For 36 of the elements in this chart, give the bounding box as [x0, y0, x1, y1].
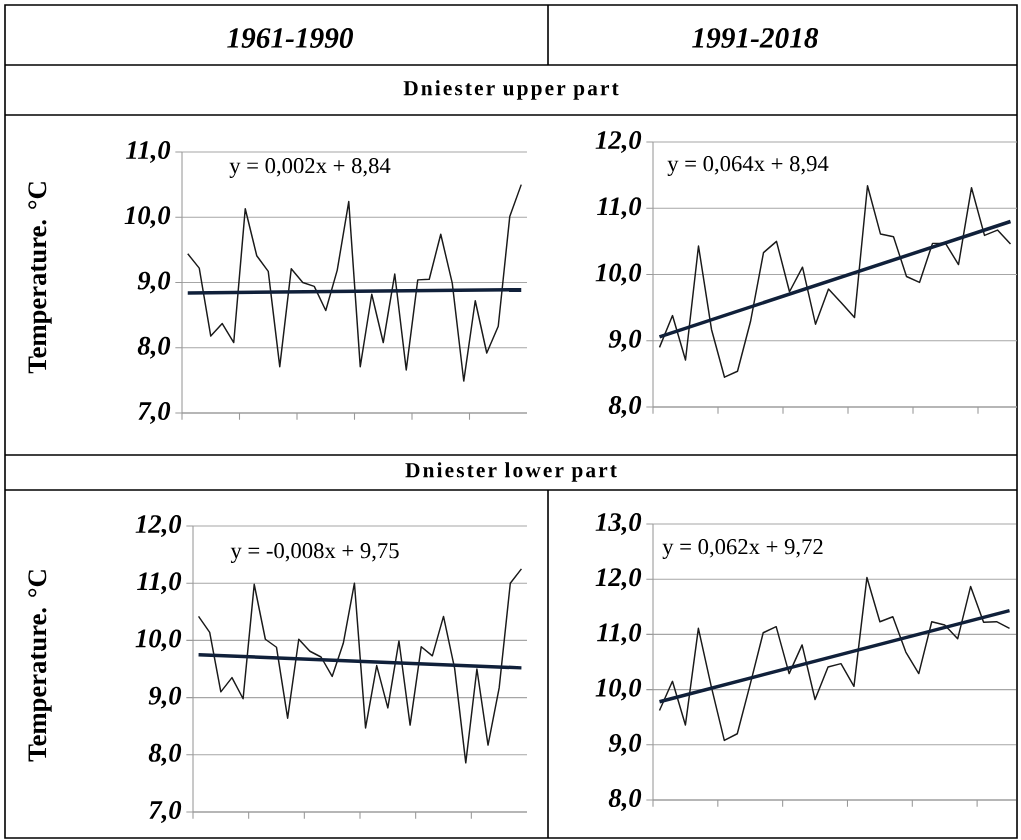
y-tick-label: 9,0 [137, 271, 171, 294]
y-tick-label: 8,0 [137, 336, 171, 359]
y-tick-label: 8,0 [608, 396, 642, 418]
annotation: y = 0,062x + 9,72 [662, 539, 823, 559]
y-tick-label: 8,0 [148, 743, 182, 766]
y-tick-label: 9,0 [608, 329, 642, 352]
line-series [187, 183, 522, 382]
y-tick-label: 9,0 [148, 686, 182, 709]
line-series [197, 568, 523, 764]
y-tick-label: 11,0 [137, 572, 182, 595]
y-tick-label: 11,0 [597, 623, 642, 646]
y-tick-label: 11,0 [126, 141, 171, 163]
y-tick-label: 10,0 [595, 263, 642, 286]
y-tick-label: 12,0 [595, 568, 642, 591]
y-tick-label: 12,0 [135, 515, 182, 537]
y-tick-label: 10,0 [595, 678, 642, 701]
annotation: y = -0,008x + 9,75 [230, 543, 399, 563]
annotation: y = 0,002x + 8,84 [229, 158, 391, 178]
y-tick-label: 8,0 [608, 789, 642, 811]
y-axis-title: Temperature. °C [28, 182, 52, 374]
y-tick-label: 10,0 [124, 206, 171, 229]
chart-title: 1961-1990 [227, 28, 354, 48]
line-series [658, 576, 1011, 742]
y-tick-label: 13,0 [595, 513, 642, 535]
chart-subtitle: Dniester upper part [403, 80, 619, 100]
y-axis-title: Temperature. °C [28, 570, 52, 762]
y-tick-label: 7,0 [138, 402, 171, 424]
y-tick-label: 11,0 [597, 197, 642, 220]
y-tick-label: 10,0 [135, 629, 182, 652]
chart-subtitle: Dniester lower part [405, 462, 617, 482]
y-tick-label: 9,0 [608, 733, 642, 756]
chart-title: 1991-2018 [692, 28, 819, 48]
line-series [658, 184, 1012, 378]
annotation: y = 0,064x + 8,94 [667, 156, 829, 176]
y-tick-label: 12,0 [595, 131, 642, 153]
y-tick-label: 7,0 [149, 801, 182, 823]
